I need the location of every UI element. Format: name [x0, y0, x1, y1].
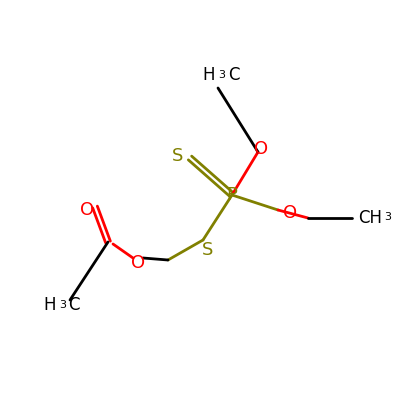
Text: 3: 3 — [218, 70, 225, 80]
Text: S: S — [202, 241, 214, 259]
Text: H: H — [44, 296, 56, 314]
Text: O: O — [131, 254, 145, 272]
Text: P: P — [226, 186, 238, 204]
Text: O: O — [283, 204, 297, 222]
Text: C: C — [228, 66, 240, 84]
Text: CH: CH — [358, 209, 382, 227]
Text: S: S — [172, 147, 184, 165]
Text: H: H — [202, 66, 215, 84]
Text: O: O — [254, 140, 268, 158]
Text: 3: 3 — [384, 212, 391, 222]
Text: C: C — [68, 296, 80, 314]
Text: 3: 3 — [59, 300, 66, 310]
Text: O: O — [80, 201, 94, 219]
